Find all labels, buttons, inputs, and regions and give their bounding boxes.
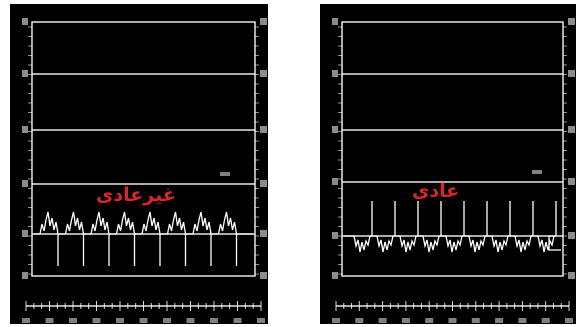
- bottom-scale-numeral: [495, 318, 504, 323]
- bottom-scale-numeral: [541, 318, 550, 323]
- bottom-scale-numeral: [401, 318, 410, 323]
- right-axis-numeral: [568, 126, 575, 133]
- bottom-scale-numeral: [116, 318, 124, 323]
- bottom-scale-numeral: [92, 318, 101, 323]
- bottom-scale-numeral: [186, 318, 195, 323]
- left-axis-numeral: [22, 230, 28, 237]
- left-axis-numeral: [332, 232, 338, 239]
- bottom-scale-numeral: [233, 318, 242, 323]
- right-axis-numeral: [260, 230, 267, 237]
- right-axis-numeral: [568, 272, 575, 279]
- small-marker: [220, 172, 230, 176]
- left-axis-numeral: [22, 180, 28, 187]
- left-axis-numeral: [22, 126, 28, 133]
- bottom-scale-numeral: [257, 318, 265, 323]
- right-axis-numeral: [260, 272, 267, 279]
- left-axis-numeral: [22, 272, 28, 279]
- normal-waveform-graph: [332, 18, 575, 323]
- normal-waveform-trace: [344, 235, 561, 253]
- left-axis-numeral: [332, 70, 338, 77]
- right-axis-numeral: [260, 126, 267, 133]
- bottom-scale-numeral: [45, 318, 54, 323]
- right-axis-numeral: [568, 232, 575, 239]
- left-axis-numeral: [332, 18, 338, 25]
- normal-waveform-panel: عادی: [320, 4, 576, 324]
- right-axis-numeral: [260, 70, 267, 77]
- bottom-scale-numeral: [565, 318, 573, 323]
- bottom-scale-numeral: [210, 318, 218, 323]
- right-axis-numeral: [260, 18, 267, 25]
- left-axis-numeral: [332, 126, 338, 133]
- bottom-scale-numeral: [69, 318, 77, 323]
- right-axis-numeral: [568, 18, 575, 25]
- plot-frame: [341, 21, 564, 277]
- normal-label: عادی: [412, 180, 460, 202]
- bottom-scale-numeral: [163, 318, 171, 323]
- bottom-scale-numeral: [448, 318, 457, 323]
- left-axis-numeral: [22, 70, 28, 77]
- abnormal-waveform-panel: غیرعادی: [10, 4, 268, 324]
- bottom-scale-numeral: [378, 318, 387, 323]
- right-axis-numeral: [568, 70, 575, 77]
- abnormal-label: غیرعادی: [96, 184, 176, 206]
- bottom-scale-numeral: [518, 318, 527, 323]
- bottom-scale-numeral: [471, 318, 480, 323]
- right-axis-numeral: [260, 180, 267, 187]
- left-axis-numeral: [332, 272, 338, 279]
- bottom-scale-numeral: [139, 318, 148, 323]
- abnormal-waveform-graph: [22, 18, 267, 323]
- bottom-scale-numeral: [332, 318, 340, 323]
- abnormal-waveform-trace: [34, 211, 253, 235]
- bottom-scale-numeral: [425, 318, 434, 323]
- left-axis-numeral: [22, 18, 28, 25]
- small-marker: [532, 170, 542, 174]
- bottom-scale-numeral: [355, 318, 364, 323]
- plot-frame: [31, 21, 256, 277]
- left-axis-numeral: [332, 178, 338, 185]
- right-axis-numeral: [568, 178, 575, 185]
- bottom-scale-numeral: [22, 318, 30, 323]
